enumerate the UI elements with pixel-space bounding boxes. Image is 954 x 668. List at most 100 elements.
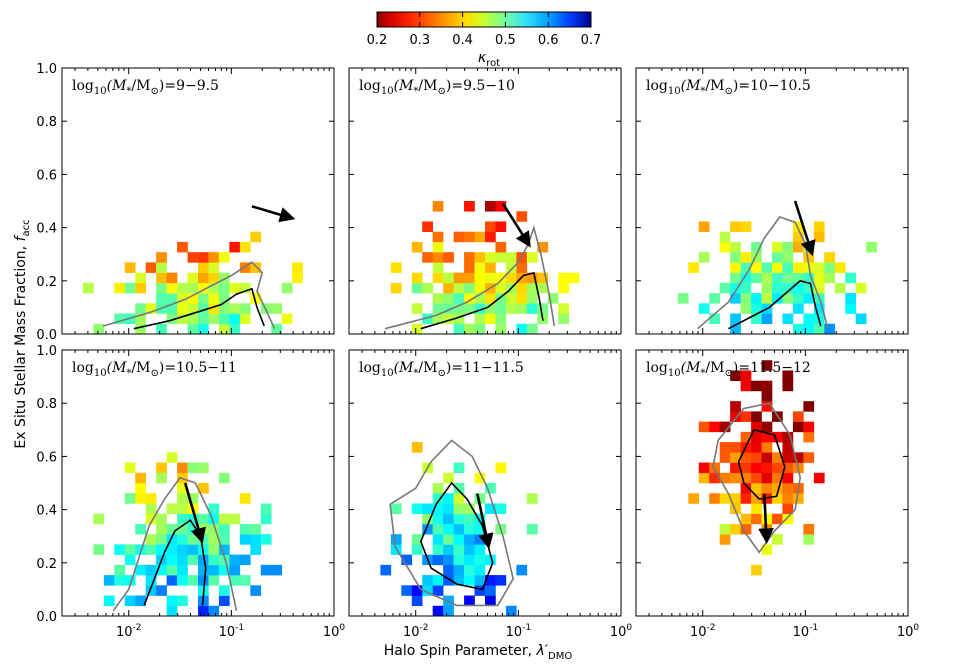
heatmap-cell bbox=[474, 544, 486, 555]
heatmap-cell bbox=[761, 272, 773, 284]
heatmap-cell bbox=[124, 262, 136, 273]
heatmap-cell bbox=[156, 252, 167, 263]
heatmap-cell bbox=[855, 313, 867, 325]
heatmap-cell bbox=[558, 272, 569, 284]
heatmap-cell bbox=[464, 575, 475, 586]
heatmap-cell bbox=[218, 252, 230, 263]
heatmap-cell bbox=[751, 272, 762, 284]
heatmap-cell bbox=[156, 282, 167, 294]
trend-arrow bbox=[501, 202, 531, 248]
heatmap-cell bbox=[474, 262, 486, 273]
heatmap-cell bbox=[464, 503, 475, 514]
heatmap-cell bbox=[208, 605, 220, 616]
heatmap-cell bbox=[516, 282, 528, 294]
heatmap-cell bbox=[156, 462, 167, 474]
heatmap-cell bbox=[719, 472, 731, 484]
y-tick-label: 0.6 bbox=[36, 450, 57, 465]
heatmap-cell bbox=[166, 293, 178, 304]
heatmap-cell bbox=[772, 493, 783, 504]
heatmap-cell bbox=[208, 544, 220, 555]
heatmap-cell bbox=[719, 493, 731, 504]
heatmap-cell bbox=[145, 544, 157, 555]
heatmap-cell bbox=[526, 493, 538, 504]
heatmap-cell bbox=[730, 323, 741, 334]
heatmap-cell bbox=[145, 534, 157, 545]
panel-title-msun: /M bbox=[418, 360, 437, 376]
heatmap-cell bbox=[698, 472, 710, 484]
x-tick-label: 10-1 bbox=[506, 623, 532, 640]
panel-title-msun: /M bbox=[131, 78, 150, 94]
heatmap-cell bbox=[751, 313, 762, 325]
heatmap-cell bbox=[103, 595, 115, 607]
heatmap-cell bbox=[772, 252, 783, 263]
heatmap-cell bbox=[432, 303, 444, 314]
x-axis-label-prime: ′ bbox=[545, 643, 548, 659]
heatmap-cell bbox=[443, 575, 454, 586]
heatmap-cell bbox=[485, 231, 496, 243]
x-tick-base: 10 bbox=[403, 625, 420, 640]
heatmap-cell bbox=[751, 411, 762, 422]
heatmap-cell bbox=[229, 513, 241, 525]
heatmap-cell bbox=[177, 595, 188, 607]
heatmap-cell bbox=[187, 272, 199, 284]
heatmap-cell bbox=[474, 513, 486, 525]
heatmap-cell bbox=[772, 241, 783, 253]
heatmap-cell bbox=[730, 401, 741, 412]
heatmap-cell bbox=[93, 544, 105, 555]
heatmap-cell bbox=[166, 575, 178, 586]
heatmap-cell bbox=[719, 282, 731, 294]
heatmap-cell bbox=[432, 523, 444, 535]
heatmap-cell bbox=[719, 442, 731, 453]
heatmap-cell bbox=[730, 252, 741, 263]
heatmap-cell bbox=[485, 595, 496, 607]
heatmap-cell bbox=[177, 513, 188, 525]
x-tick-exp: -1 bbox=[235, 623, 244, 633]
panel-title-msun: /M bbox=[131, 360, 150, 376]
panel-title-star: * bbox=[413, 86, 418, 97]
panel-frame bbox=[635, 349, 909, 617]
heatmap-cell bbox=[177, 523, 188, 535]
heatmap-cell bbox=[485, 293, 496, 304]
contour-inner bbox=[420, 271, 544, 330]
heatmap-cell bbox=[772, 452, 783, 463]
heatmap-cell bbox=[114, 564, 126, 576]
heatmap-cell bbox=[166, 313, 178, 325]
heatmap-cell bbox=[464, 544, 475, 555]
heatmap-cell bbox=[411, 595, 423, 607]
heatmap-cell bbox=[740, 431, 752, 443]
panel-title-msun: /M bbox=[705, 78, 724, 94]
heatmap-cell bbox=[198, 313, 209, 325]
heatmap-cell bbox=[453, 564, 465, 576]
heatmap-cell bbox=[495, 462, 507, 474]
heatmap-cell bbox=[845, 293, 856, 304]
x-tick-label: 10-1 bbox=[793, 623, 819, 640]
heatmap-cell bbox=[537, 282, 549, 294]
heatmap-cell bbox=[82, 282, 94, 294]
heatmap-cell bbox=[218, 585, 230, 596]
heatmap-cell bbox=[443, 554, 454, 566]
heatmap-cell bbox=[792, 452, 804, 463]
heatmap-cell bbox=[218, 564, 230, 576]
heatmap-cell bbox=[281, 282, 293, 294]
heatmap-cell bbox=[464, 231, 475, 243]
heatmap-cell bbox=[698, 221, 710, 232]
panel-title: log10(M*/M⊙)=9.5−10 bbox=[359, 78, 515, 97]
heatmap-cell bbox=[813, 303, 825, 314]
heatmap-cell bbox=[135, 472, 146, 484]
heatmap-cell bbox=[485, 262, 496, 273]
x-tick-exp: -1 bbox=[809, 623, 818, 633]
heatmap-cell bbox=[751, 262, 762, 273]
heatmap-cell bbox=[751, 483, 762, 494]
heatmap-cell bbox=[443, 252, 454, 263]
heatmap-cell bbox=[719, 241, 731, 253]
heatmap-cell bbox=[166, 544, 178, 555]
heatmap-cell bbox=[443, 472, 454, 484]
heatmap-cell bbox=[730, 472, 741, 484]
heatmap-cell bbox=[474, 472, 486, 484]
heatmap-cell bbox=[422, 313, 433, 325]
heatmap-cell bbox=[740, 370, 752, 381]
panel-title: log10(M*/M⊙)=11−11.5 bbox=[359, 360, 524, 379]
panel-title-sun: ⊙ bbox=[724, 368, 732, 379]
heatmap-cell bbox=[453, 303, 465, 314]
heatmap-cell bbox=[239, 303, 251, 314]
